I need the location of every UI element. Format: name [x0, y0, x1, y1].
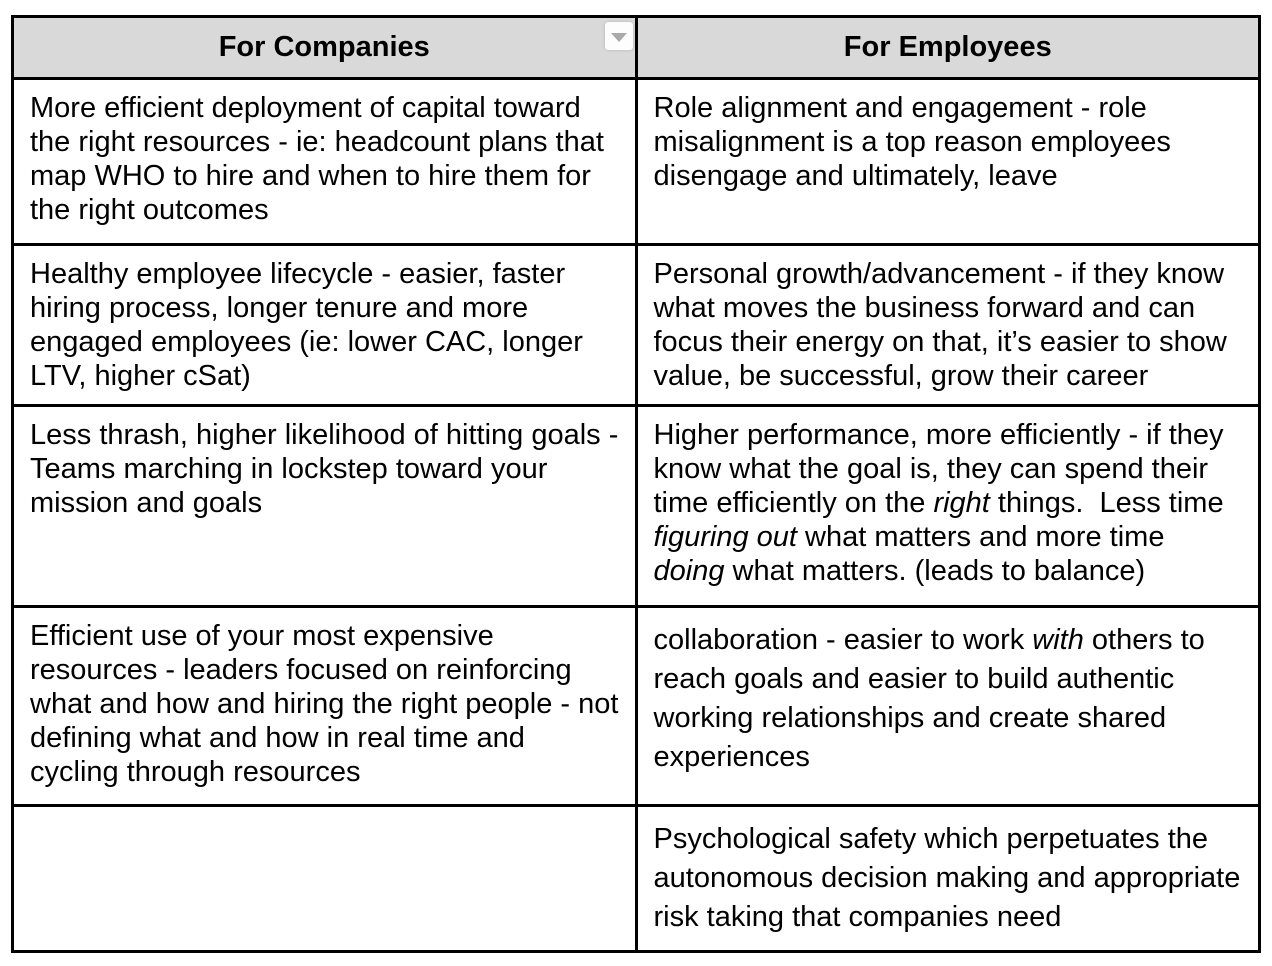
cell-employees-row4[interactable]: collaboration - easier to work with othe… — [634, 605, 1261, 807]
comparison-table: For Companies For Employees More efficie… — [11, 15, 1261, 953]
chevron-down-icon — [610, 32, 627, 42]
comparison-table-wrapper: For Companies For Employees More efficie… — [11, 15, 1261, 953]
header-row: For Companies For Employees — [11, 15, 1261, 80]
table-row: Healthy employee lifecycle - easier, fas… — [11, 243, 1261, 407]
column-header-employees[interactable]: For Employees — [634, 15, 1261, 80]
column-dropdown-button[interactable] — [604, 22, 633, 50]
cell-companies-row2[interactable]: Healthy employee lifecycle - easier, fas… — [11, 243, 638, 407]
cell-employees-row3[interactable]: Higher performance, more efficiently - i… — [634, 404, 1261, 608]
table-row: More efficient deployment of capital tow… — [11, 77, 1261, 246]
cell-employees-row5[interactable]: Psychological safety which perpetuates t… — [634, 804, 1261, 953]
column-header-companies[interactable]: For Companies — [11, 15, 638, 80]
table-row: Less thrash, higher likelihood of hittin… — [11, 404, 1261, 608]
table-row: Psychological safety which perpetuates t… — [11, 804, 1261, 953]
column-header-companies-label: For Companies — [218, 31, 430, 63]
cell-companies-row3[interactable]: Less thrash, higher likelihood of hittin… — [11, 404, 638, 608]
cell-companies-row5[interactable] — [11, 804, 638, 953]
cell-employees-row2[interactable]: Personal growth/advancement - if they kn… — [634, 243, 1261, 407]
cell-companies-row4[interactable]: Efficient use of your most expensive res… — [11, 605, 638, 807]
column-header-employees-label: For Employees — [843, 31, 1052, 63]
cell-companies-row1[interactable]: More efficient deployment of capital tow… — [11, 77, 638, 246]
cell-employees-row1[interactable]: Role alignment and engagement - role mis… — [634, 77, 1261, 246]
table-row: Efficient use of your most expensive res… — [11, 605, 1261, 807]
